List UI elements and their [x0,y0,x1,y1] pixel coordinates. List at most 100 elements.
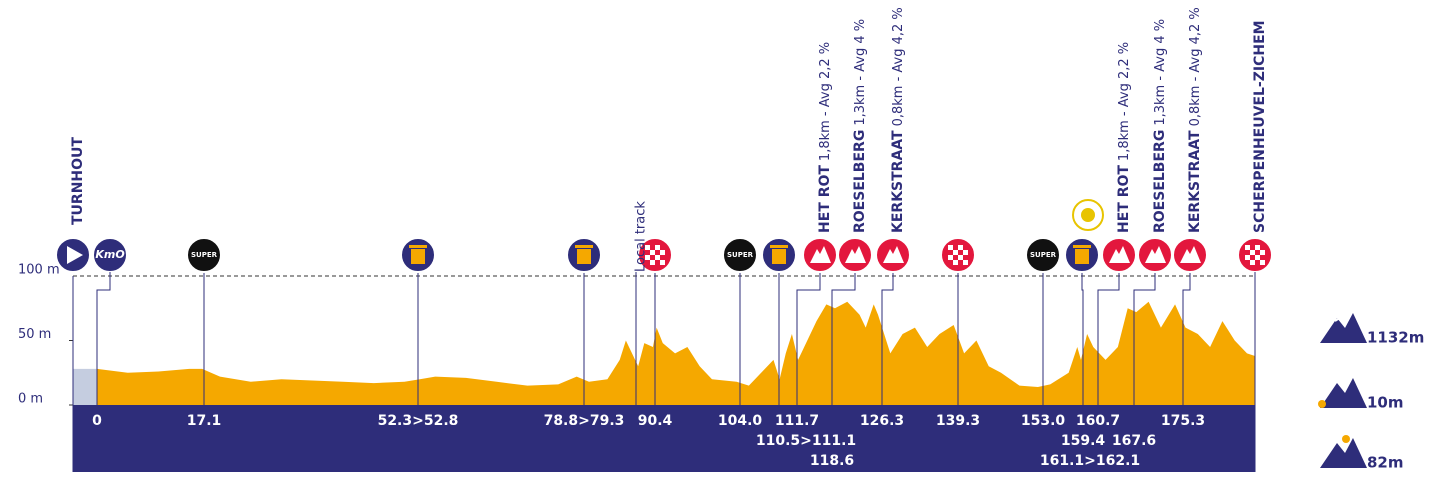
climb-name: KERKSTRAAT [890,130,906,233]
bin [577,249,591,264]
checker [1255,245,1260,250]
climb-name: HET ROT [1116,165,1132,233]
checker [655,245,660,250]
climb-detail: 1,8km - Avg 2,2 % [818,42,833,161]
climb-icon [1145,246,1166,263]
sprint-icon [1025,237,1061,273]
legend-value: 82m [1367,454,1404,472]
checker [1245,255,1250,260]
checker [660,250,665,255]
sprint-icon [722,237,758,273]
checker [660,260,665,265]
marker-line [831,272,856,405]
km-band [73,405,1255,472]
checker [650,250,655,255]
checker [953,260,958,265]
km-label: 78.8>79.3 [544,413,625,429]
climb-name: KERKSTRAAT [1187,130,1203,233]
bin [1075,249,1089,264]
elevation-area [96,301,1255,405]
climb-icon [845,246,866,263]
bin-lid [575,245,593,248]
checker [948,255,953,260]
km-label: 153.0 [1021,413,1066,429]
sprint-label: SUPER [1030,251,1057,259]
km-label: 52.3>52.8 [378,413,459,429]
legend-dot [1342,435,1350,443]
special-dot [1081,208,1095,222]
marker-line [1182,272,1191,405]
elevation-area [73,368,97,405]
climb-detail: 1,3km - Avg 4 % [1153,19,1168,126]
legend-mountain [1320,313,1367,343]
km-label: 17.1 [187,413,222,429]
start-name: TURNHOUT [70,137,86,225]
climb-icon [883,246,904,263]
km-label: 126.3 [860,413,904,429]
local-track: Local track [634,201,649,272]
checker [655,255,660,260]
climb-detail: 0,8km - Avg 4,2 % [891,7,906,126]
marker-line [1097,272,1120,405]
climb-label: HET ROT 1,8km - Avg 2,2 % [1116,42,1132,233]
climb-icon [1180,246,1201,263]
climb-icon [1109,246,1130,263]
legend-arrow [1334,310,1351,322]
marker-line [796,272,821,405]
checker [650,260,655,265]
km-label: 110.5>111.1 [756,433,856,449]
climb-label: KERKSTRAAT 0,8km - Avg 4,2 % [890,7,906,233]
km-label: 188.3km [1256,413,1324,429]
finish-name: SCHERPENHEUVEL-ZICHEM [1252,20,1268,233]
km-label: 139.3 [936,413,980,429]
legend-value: 1132m [1367,329,1424,347]
km-label: 167.6 [1112,433,1156,449]
checker [948,245,953,250]
y-tick-label: 0 m [18,392,43,407]
climb-label: KERKSTRAAT 0,8km - Avg 4,2 % [1187,7,1203,233]
checker [1245,245,1250,250]
climb-name: ROESELBERG [852,130,868,233]
km-label: 0 [92,413,102,429]
marker-line [96,272,111,405]
sprint-label: SUPER [191,251,218,259]
bin-lid [770,245,788,248]
checker [645,255,650,260]
bin [772,249,786,264]
km-label: 104.0 [718,413,763,429]
legend-dot [1318,400,1326,408]
checker [1260,250,1265,255]
checker [1260,260,1265,265]
checker [963,260,968,265]
climb-label: ROESELBERG 1,3km - Avg 4 % [852,19,868,233]
bin-lid [409,245,427,248]
climb-detail: 1,8km - Avg 2,2 % [1117,42,1132,161]
kmo-label: KmO [95,248,124,261]
climb-icon [810,246,831,263]
km-label: 111.7 [775,413,819,429]
y-tick-label: 50 m [18,327,51,342]
sprint-label: SUPER [727,251,754,259]
climb-detail: 1,3km - Avg 4 % [853,19,868,126]
legend-mountain [1320,378,1367,408]
sprint-icon [186,237,222,273]
climb-detail: 0,8km - Avg 4,2 % [1188,7,1203,126]
legend-value: 10m [1367,394,1404,412]
km-label: 118.6 [810,453,854,469]
start-arrow [67,246,83,264]
checker [953,250,958,255]
marker-line [1133,272,1156,405]
marker-line [1081,272,1084,405]
marker-line [881,272,894,405]
km-label: 159.4 [1061,433,1106,449]
checker [963,250,968,255]
checker [1250,250,1255,255]
climb-label: HET ROT 1,8km - Avg 2,2 % [817,42,833,233]
checker [958,245,963,250]
km-label: 160.7 [1076,413,1120,429]
climb-name: ROESELBERG [1152,130,1168,233]
legend-mountain [1320,438,1367,468]
checker [1250,260,1255,265]
y-tick-label: 100 m [18,263,60,278]
